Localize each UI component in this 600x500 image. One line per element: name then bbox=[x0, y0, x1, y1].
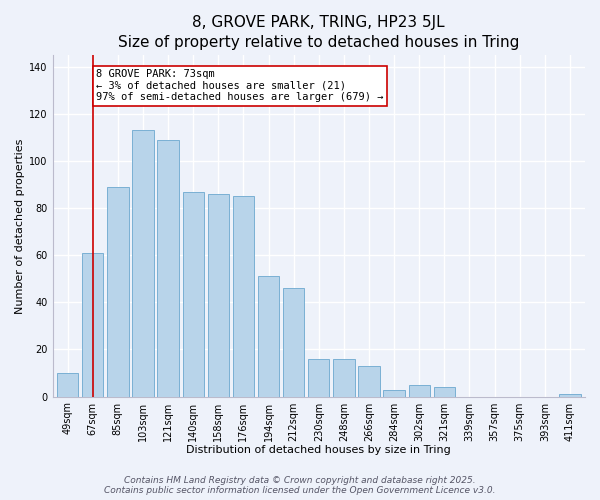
Bar bbox=[132, 130, 154, 396]
Bar bbox=[559, 394, 581, 396]
Y-axis label: Number of detached properties: Number of detached properties bbox=[15, 138, 25, 314]
Bar bbox=[434, 387, 455, 396]
Text: Contains HM Land Registry data © Crown copyright and database right 2025.
Contai: Contains HM Land Registry data © Crown c… bbox=[104, 476, 496, 495]
X-axis label: Distribution of detached houses by size in Tring: Distribution of detached houses by size … bbox=[187, 445, 451, 455]
Bar bbox=[182, 192, 204, 396]
Bar bbox=[409, 385, 430, 396]
Bar bbox=[333, 359, 355, 397]
Bar bbox=[82, 253, 103, 396]
Bar bbox=[107, 187, 128, 396]
Bar bbox=[157, 140, 179, 396]
Title: 8, GROVE PARK, TRING, HP23 5JL
Size of property relative to detached houses in T: 8, GROVE PARK, TRING, HP23 5JL Size of p… bbox=[118, 15, 520, 50]
Bar bbox=[208, 194, 229, 396]
Text: 8 GROVE PARK: 73sqm
← 3% of detached houses are smaller (21)
97% of semi-detache: 8 GROVE PARK: 73sqm ← 3% of detached hou… bbox=[97, 70, 384, 102]
Bar bbox=[233, 196, 254, 396]
Bar bbox=[283, 288, 304, 397]
Bar bbox=[358, 366, 380, 396]
Bar bbox=[308, 359, 329, 397]
Bar bbox=[383, 390, 405, 396]
Bar bbox=[258, 276, 279, 396]
Bar bbox=[57, 373, 78, 396]
